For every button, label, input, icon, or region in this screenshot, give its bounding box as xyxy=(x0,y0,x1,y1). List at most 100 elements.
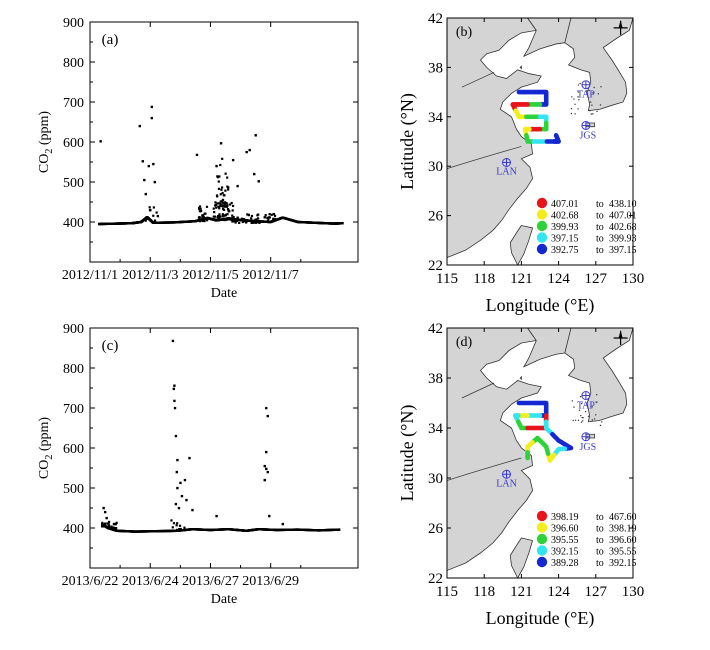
data-point xyxy=(155,211,158,214)
y-tick-label: 38 xyxy=(428,60,443,76)
data-point xyxy=(202,215,205,218)
data-point xyxy=(245,220,248,223)
x-tick-label: 124 xyxy=(547,271,570,287)
data-point xyxy=(265,467,268,471)
legend-swatch xyxy=(536,545,548,556)
legend-from: 389.28 xyxy=(551,558,579,569)
data-point xyxy=(231,204,235,208)
data-point xyxy=(144,219,147,222)
korea-landmass xyxy=(564,18,633,112)
x-tick-label: 121 xyxy=(510,584,533,600)
panel-label: (a) xyxy=(102,32,119,48)
x-axis-label: Longitude (°E) xyxy=(486,608,595,629)
data-point xyxy=(254,218,257,221)
data-point xyxy=(112,522,116,526)
plot-frame xyxy=(89,21,359,263)
panel-label: (c) xyxy=(102,338,119,354)
data-point xyxy=(102,525,105,528)
legend-to-word: to xyxy=(596,558,604,569)
legend-from: 407.01 xyxy=(551,199,579,210)
river xyxy=(461,72,495,88)
island xyxy=(570,112,573,115)
legend-to-word: to xyxy=(596,524,604,535)
legend-to-word: to xyxy=(596,245,604,256)
station-label: JGS xyxy=(580,442,597,453)
legend-to: 398.19 xyxy=(609,524,637,535)
data-point xyxy=(221,198,225,201)
panel-label: (d) xyxy=(456,335,473,350)
data-point xyxy=(234,220,237,223)
x-tick-label: 130 xyxy=(622,271,645,287)
data-point xyxy=(252,221,255,224)
data-point xyxy=(191,508,194,512)
x-axis-label: Date xyxy=(211,592,237,607)
legend-swatch xyxy=(536,510,548,522)
island xyxy=(587,399,590,401)
data-point xyxy=(256,214,259,217)
data-point xyxy=(212,207,215,210)
data-point xyxy=(212,215,215,218)
data-point xyxy=(183,478,187,482)
data-point xyxy=(176,528,179,531)
data-point xyxy=(175,470,179,474)
island xyxy=(577,108,579,110)
data-point xyxy=(174,502,178,506)
island xyxy=(587,415,590,417)
data-point xyxy=(222,218,226,222)
island xyxy=(599,424,602,427)
land xyxy=(447,328,633,578)
island xyxy=(596,401,598,403)
data-point xyxy=(173,384,176,387)
island xyxy=(585,90,588,92)
legend-to: 402.68 xyxy=(609,222,637,233)
data-point xyxy=(198,220,202,223)
y-tick-label: 400 xyxy=(63,522,84,537)
data-point xyxy=(152,162,155,166)
data-point xyxy=(220,218,224,221)
data-point xyxy=(198,218,201,222)
legend-to: 399.93 xyxy=(609,234,637,245)
river xyxy=(447,146,522,170)
data-point xyxy=(224,218,227,222)
island xyxy=(574,419,577,421)
data-point xyxy=(150,105,154,109)
station-marker-icon xyxy=(502,158,511,167)
data-point xyxy=(231,220,234,223)
data-point xyxy=(198,210,201,213)
data-point xyxy=(178,527,181,531)
data-point xyxy=(225,201,228,205)
data-point xyxy=(225,204,228,208)
station-marker-icon xyxy=(581,121,590,130)
island xyxy=(581,416,583,419)
data-point xyxy=(253,172,256,176)
y-tick-label: 800 xyxy=(63,56,84,71)
island xyxy=(577,84,580,86)
data-point xyxy=(220,186,224,189)
data-point xyxy=(238,221,241,224)
island xyxy=(589,101,592,103)
y-axis-label: Latitude (°N) xyxy=(397,405,418,502)
data-point xyxy=(222,208,226,211)
data-point xyxy=(257,217,260,220)
data-point xyxy=(145,216,148,219)
x-tick-label: 127 xyxy=(585,584,608,600)
data-point xyxy=(197,216,201,219)
data-point xyxy=(217,205,220,208)
data-point xyxy=(199,209,203,213)
data-point xyxy=(231,216,234,220)
legend-swatch xyxy=(536,220,548,232)
data-point xyxy=(188,456,191,460)
data-point xyxy=(156,214,160,218)
x-tick-label: 2012/11/7 xyxy=(243,268,299,283)
data-point xyxy=(172,522,176,525)
data-point xyxy=(115,526,118,530)
x-tick-label: 118 xyxy=(473,584,495,600)
data-point xyxy=(230,219,233,222)
north-arrow-icon xyxy=(618,19,623,28)
data-point xyxy=(265,450,268,454)
data-point xyxy=(174,434,178,438)
legend-to: 392.15 xyxy=(609,558,637,569)
island xyxy=(574,113,576,115)
data-point xyxy=(114,522,117,526)
